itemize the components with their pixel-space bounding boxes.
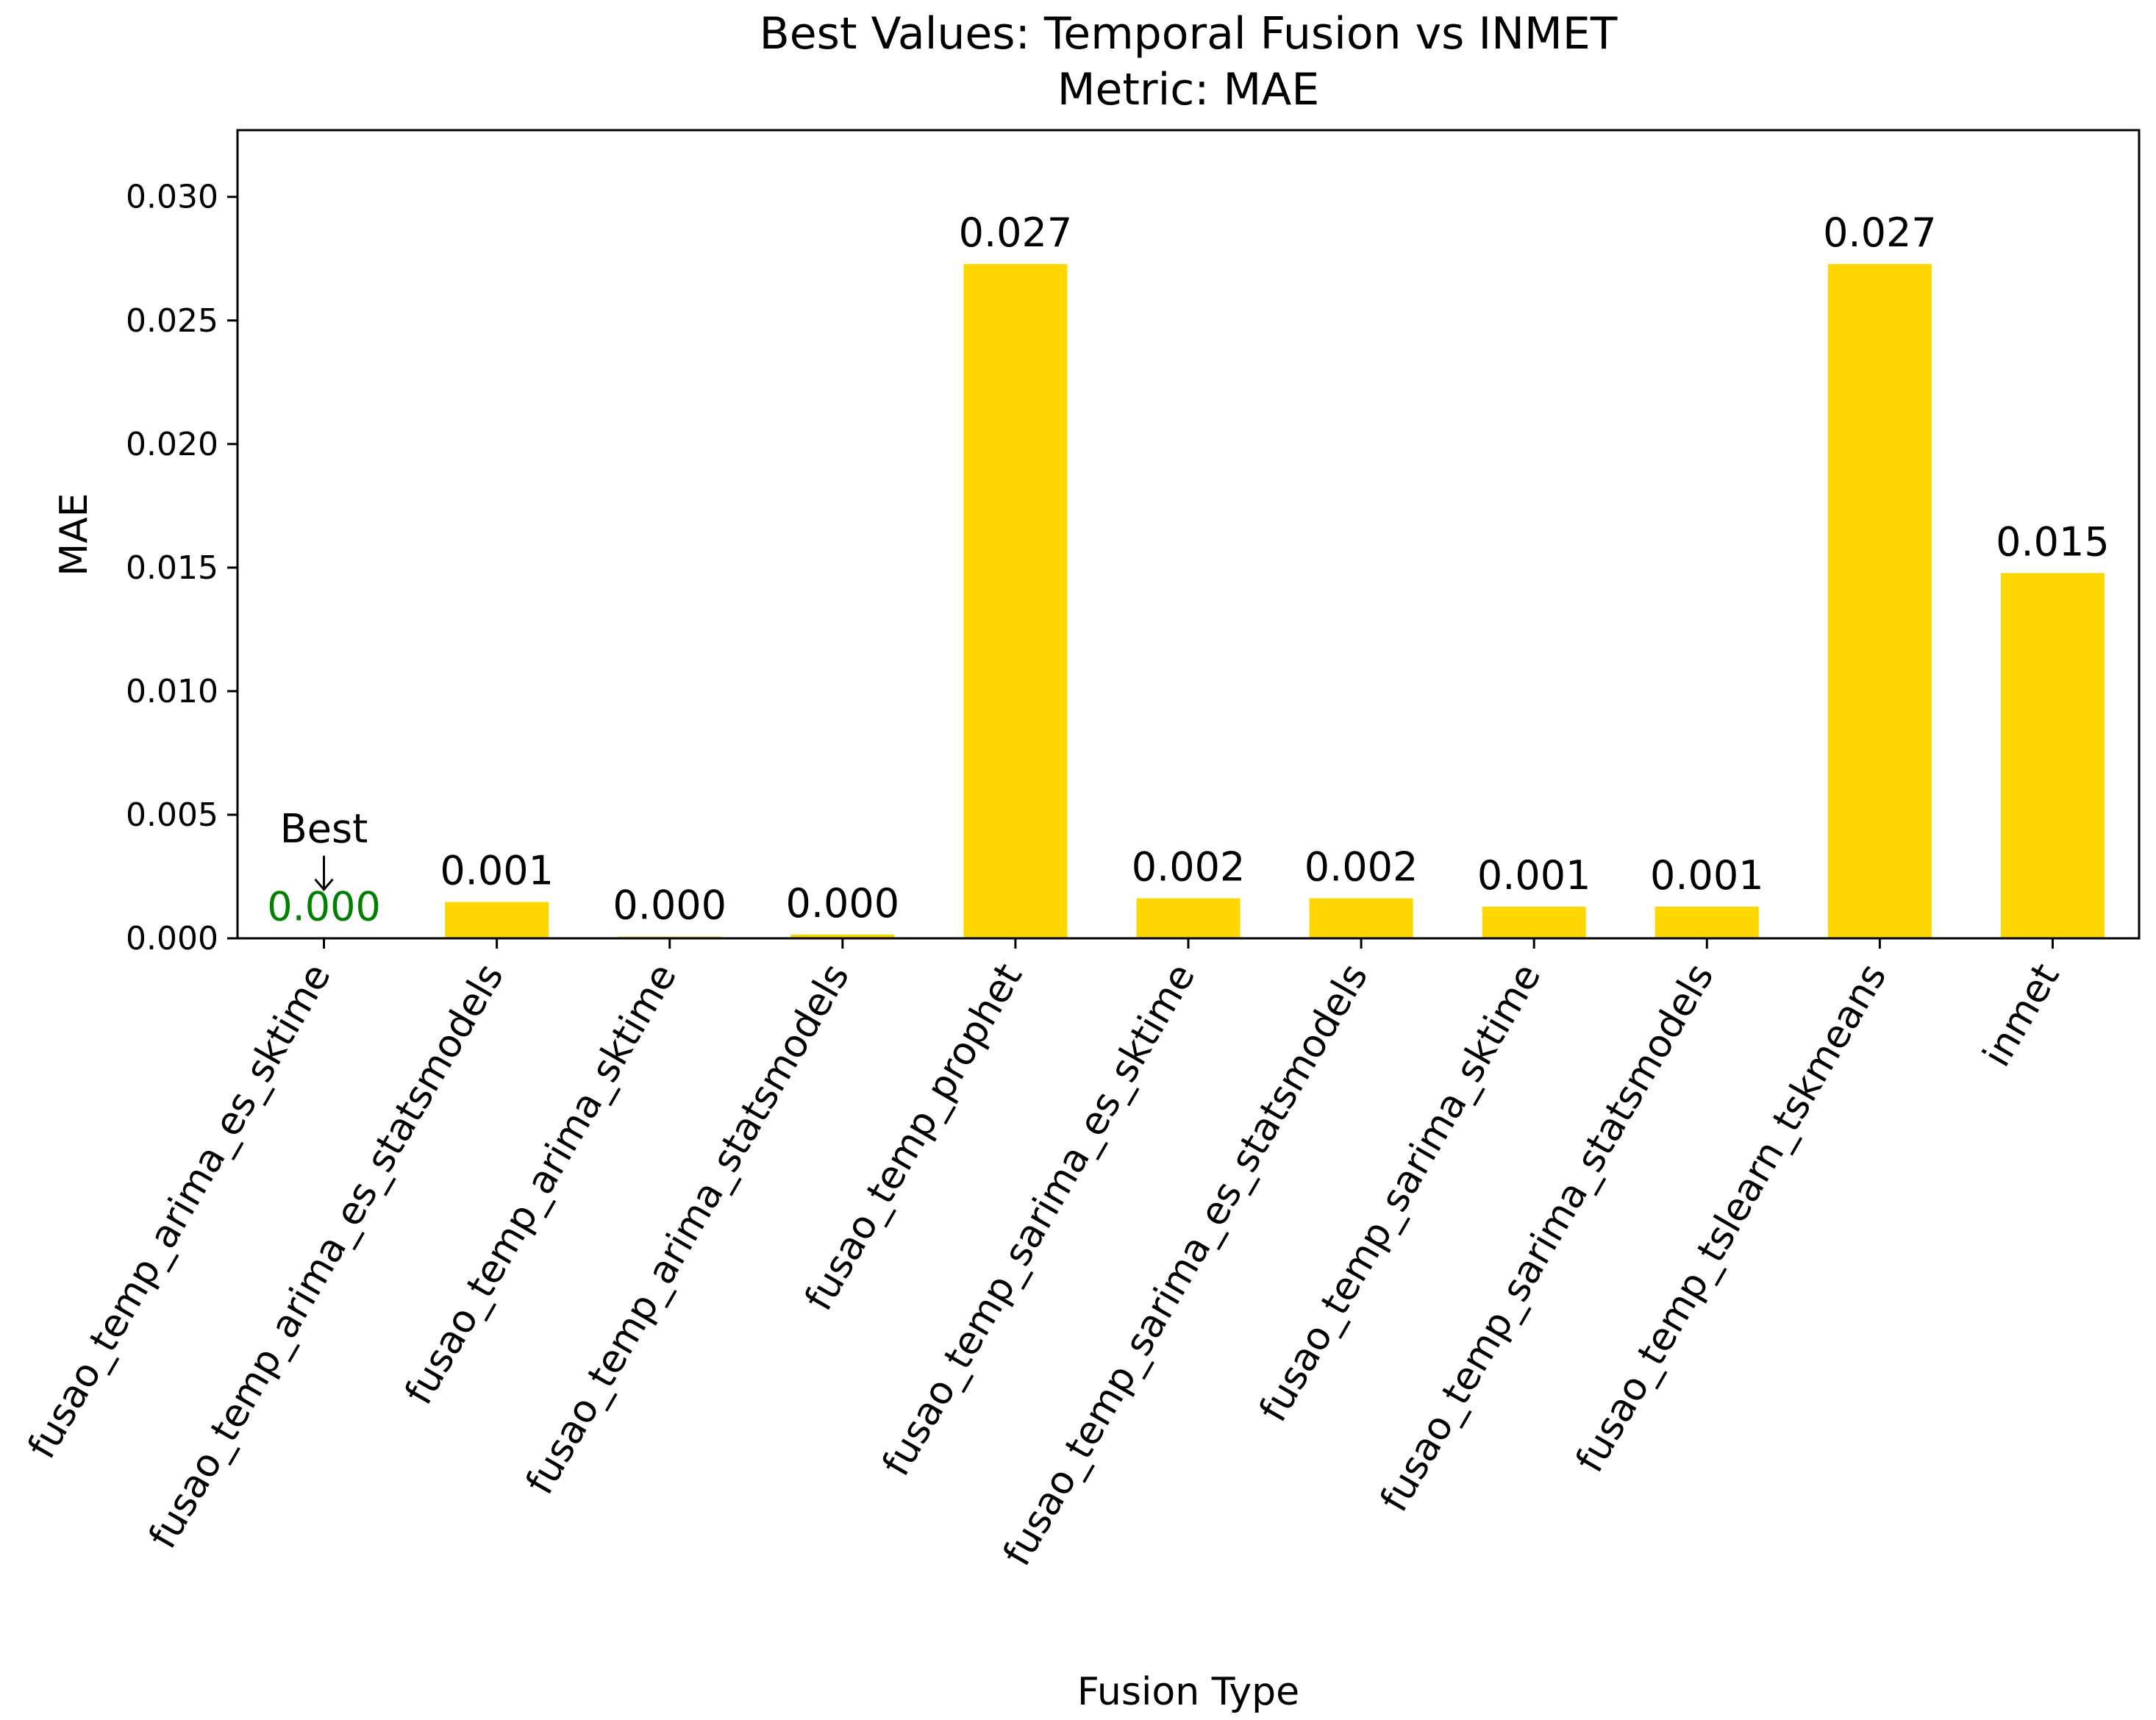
bar — [963, 264, 1068, 938]
bar — [2000, 573, 2105, 938]
y-tick-label: 0.010 — [126, 673, 218, 710]
x-axis-label: Fusion Type — [1077, 1670, 1299, 1714]
data-label: 0.000 — [613, 882, 727, 929]
y-axis-label: MAE — [52, 493, 96, 576]
data-label: 0.002 — [1132, 844, 1246, 891]
y-axis: 0.000 0.005 0.010 0.015 0.020 0.025 0.030 — [126, 179, 238, 957]
data-label: 0.001 — [1650, 852, 1764, 899]
data-label: 0.001 — [440, 848, 554, 894]
data-label: 0.001 — [1477, 852, 1591, 899]
bar — [1309, 898, 1413, 938]
best-value-label: 0.000 — [267, 884, 381, 930]
y-tick-label: 0.030 — [126, 179, 218, 216]
y-tick-label: 0.020 — [126, 426, 218, 463]
y-tick-label: 0.025 — [126, 302, 218, 340]
data-label: 0.002 — [1304, 844, 1418, 891]
bar — [1827, 264, 1932, 938]
y-tick-label: 0.015 — [126, 549, 218, 587]
y-tick-label: 0.000 — [126, 920, 218, 957]
bar — [445, 902, 549, 938]
data-label: 0.000 — [786, 880, 900, 927]
best-annotation: Best — [280, 806, 368, 852]
bar — [1482, 906, 1586, 938]
data-label: 0.027 — [959, 210, 1073, 256]
data-labels: 0.000 Best 0.001 0.000 0.000 0.027 0.002 0.002 0… — [267, 210, 2110, 930]
y-tick-label: 0.005 — [126, 796, 218, 834]
bar — [790, 934, 895, 938]
bars-group — [272, 264, 2105, 938]
chart-subtitle: Metric: MAE — [1057, 64, 1320, 115]
data-label: 0.015 — [1996, 518, 2110, 565]
best-arrow-icon — [314, 855, 334, 891]
bar — [1136, 898, 1241, 938]
data-label: 0.027 — [1823, 210, 1937, 256]
plot-frame — [236, 129, 2141, 940]
chart-title: Best Values: Temporal Fusion vs INMET — [760, 8, 1618, 60]
bar — [1655, 906, 1759, 938]
